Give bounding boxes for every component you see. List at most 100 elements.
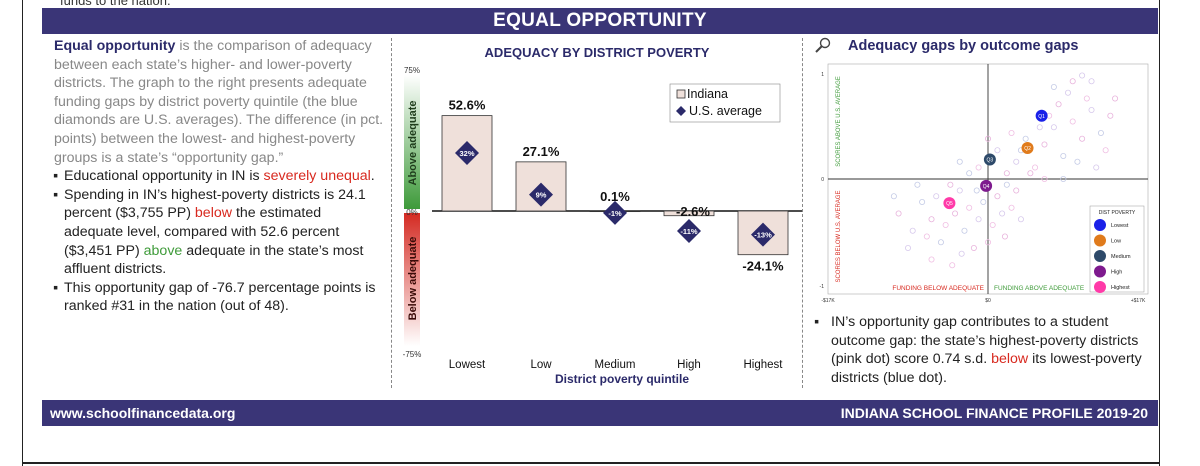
section-header: EQUAL OPPORTUNITY	[42, 8, 1158, 34]
scatter-ylabel-bottom: SCORES BELOW U.S. AVERAGE	[836, 191, 842, 283]
bullet-4: IN’s opportunity gap contributes to a st…	[814, 313, 1155, 387]
scatter-background-point	[1041, 141, 1048, 148]
scatter-background-point	[914, 181, 921, 188]
scatter-legend-label: Medium	[1111, 254, 1131, 260]
scatter-background-point	[966, 204, 973, 211]
explanation-text: Equal opportunity is the comparison of a…	[53, 37, 384, 316]
bullet-1-text: Educational opportunity in IN is	[64, 168, 264, 185]
outcome-gap-text: IN’s opportunity gap contributes to a st…	[814, 313, 1155, 387]
us-average-label: -1%	[608, 209, 622, 218]
scatter-background-point	[905, 244, 912, 251]
bar-value-label: 52.6%	[449, 98, 486, 113]
scatter-title: Adequacy gaps by outcome gaps	[848, 38, 1078, 54]
scatter-background-point	[1022, 135, 1029, 142]
scatter-x-tick: $0	[985, 298, 991, 304]
scatter-x-tick: +$17K	[1131, 298, 1146, 304]
scatter-legend-swatch	[1094, 234, 1106, 247]
scatter-background-point	[1050, 124, 1057, 131]
bullet-1-end: .	[370, 168, 375, 185]
legend-us-swatch	[676, 106, 686, 116]
bar-indiana	[663, 210, 715, 217]
quintile-dot-q1	[1035, 109, 1048, 122]
y-tick-label: -75%	[403, 350, 422, 359]
scatter-background-point	[923, 233, 930, 240]
bullet-2-text-b: the estimated adequate level, compared w…	[64, 205, 340, 259]
quintile-dot-q2	[1021, 141, 1034, 154]
scatter-background-point	[947, 181, 954, 188]
scatter-background-point	[1088, 78, 1095, 85]
bullet-2-green: above	[143, 242, 183, 259]
scatter-background-point	[949, 262, 956, 269]
us-average-diamond	[677, 218, 701, 243]
bullet-1: Educational opportunity in IN is severel…	[53, 167, 384, 186]
us-average-label: 9%	[536, 191, 547, 200]
bar-chart-panel: ADEQUACY BY DISTRICT POVERTY Above adequa…	[391, 38, 803, 388]
us-average-label: -11%	[680, 227, 697, 236]
us-average-diamond	[529, 182, 553, 207]
bar-value-label: 27.1%	[523, 144, 560, 159]
scatter-background-point	[1001, 233, 1008, 240]
category-label: Low	[530, 359, 552, 371]
below-adequate-strip	[404, 213, 420, 346]
scatter-chart-panel: Adequacy gaps by outcome gaps SCORES ABOV…	[808, 36, 1158, 304]
lead-paragraph: Equal opportunity is the comparison of a…	[54, 37, 384, 167]
below-adequate-label: Below adequate	[407, 237, 419, 321]
category-label: Highest	[744, 359, 784, 371]
scatter-legend-swatch	[1094, 219, 1106, 231]
scatter-background-point	[1074, 158, 1081, 165]
scatter-background-point	[1107, 112, 1114, 119]
scatter-background-point	[1079, 72, 1086, 79]
scatter-background-point	[1060, 153, 1067, 160]
bullet-2: Spending in IN’s highest-poverty distric…	[53, 186, 384, 279]
bar-value-label: -2.6%	[676, 204, 710, 219]
scatter-background-point	[1112, 95, 1119, 102]
scatter-legend-title: DIST POVERTY	[1099, 210, 1136, 216]
category-label: High	[677, 359, 701, 371]
magnifier-handle	[815, 45, 823, 53]
footer-website-link[interactable]: www.schoolfinancedata.org	[50, 405, 236, 421]
scatter-background-point	[952, 210, 959, 217]
scatter-background-point	[1064, 89, 1071, 96]
scatter-background-point	[958, 250, 965, 257]
scatter-background-point	[1060, 175, 1067, 182]
scatter-background-point	[890, 193, 897, 200]
bottom-divider	[22, 462, 1160, 464]
us-average-diamond	[751, 222, 775, 247]
scatter-y-tick: 1	[821, 72, 824, 78]
scatter-background-point	[994, 147, 1001, 154]
scatter-background-point	[994, 193, 1001, 200]
quintile-dot-q5	[943, 197, 956, 210]
scatter-background-point	[984, 239, 991, 246]
scatter-background-point	[966, 170, 973, 177]
scatter-legend-label: Highest	[1111, 285, 1130, 291]
us-average-diamond	[603, 200, 627, 225]
scatter-legend-box	[1089, 205, 1145, 293]
bullet-4-red: below	[991, 351, 1029, 368]
legend-box	[669, 83, 781, 123]
scatter-legend-swatch	[1094, 250, 1106, 262]
scatter-background-point	[933, 193, 940, 200]
scatter-y-tick: 0	[821, 177, 824, 183]
quintile-dot-label: Q2	[1024, 146, 1031, 152]
scatter-ylabel-top: SCORES ABOVE U.S. AVERAGE	[836, 76, 842, 167]
clipped-text: funds to the nation.	[60, 0, 171, 8]
scatter-background-point	[895, 210, 902, 217]
bullet-2-text-c: adequate in the state’s most affluent di…	[64, 242, 364, 278]
bullet-4-text-a: IN’s opportunity gap contributes to a st…	[831, 314, 1139, 368]
scatter-background-point	[1013, 187, 1020, 194]
scatter-background-point	[928, 216, 935, 223]
scatter-y-tick: -1	[820, 284, 825, 290]
footer: www.schoolfinancedata.org INDIANA SCHOOL…	[42, 400, 1158, 426]
quintile-dot-label: Q4	[983, 184, 990, 190]
scatter-background-point	[1003, 181, 1010, 188]
scatter-background-point	[1069, 118, 1076, 125]
quintile-dot-q4	[980, 179, 993, 192]
category-label: Medium	[595, 359, 636, 371]
y-tick-label: 0%	[406, 208, 418, 217]
scatter-background-point	[1017, 216, 1024, 223]
scatter-background-point	[1041, 175, 1048, 182]
scatter-background-point	[1008, 204, 1015, 211]
legend-indiana-swatch	[676, 89, 686, 99]
lead-rest: is the comparison of adequacy between ea…	[54, 38, 384, 166]
quintile-dot-q3	[983, 153, 996, 166]
